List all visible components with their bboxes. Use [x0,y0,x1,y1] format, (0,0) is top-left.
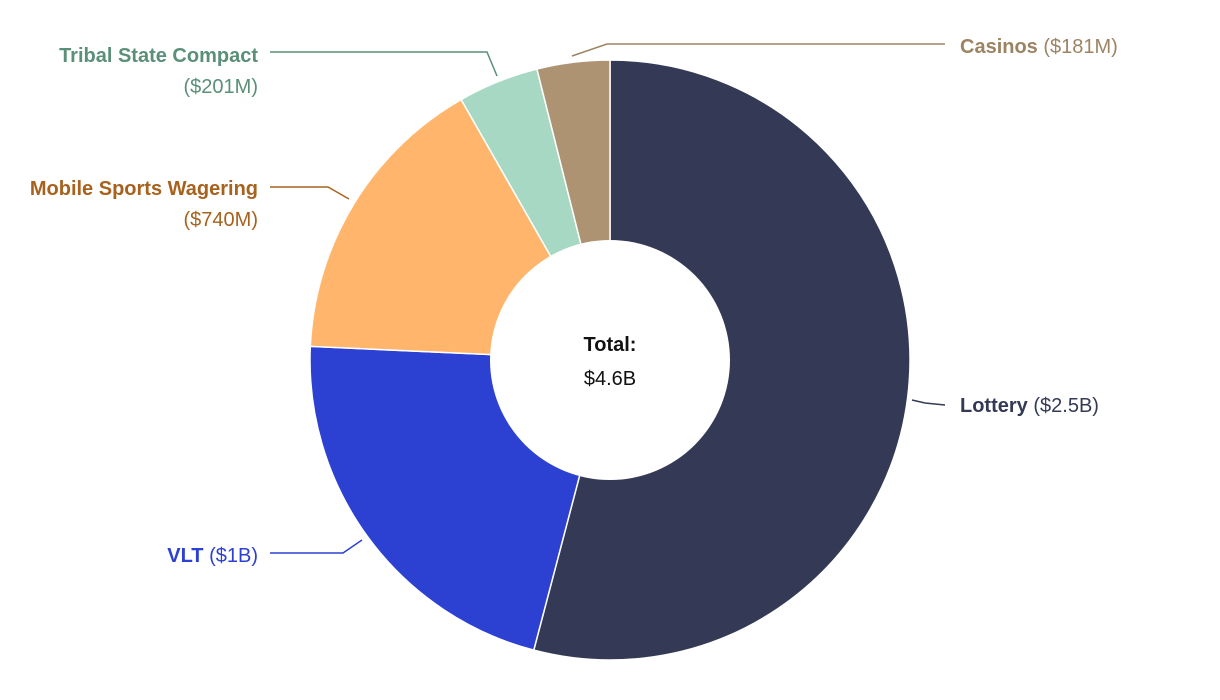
leader-line-tribal-state-compact [270,51,498,77]
leader-line-casinos [571,43,945,57]
center-value: $4.6B [584,368,636,390]
labels-group: Lottery ($2.5B) VLT ($1B) Mobile Sports Wa… [30,36,1118,567]
leader-line-mobile-sports-wagering [270,186,350,200]
label-vlt: VLT ($1B) [167,545,258,567]
label-casinos: Casinos ($181M) [960,36,1118,58]
label-name-tribal-state-compact: Tribal State Compact [59,45,258,67]
donut-hole [490,240,730,480]
center-title: Total: [584,334,637,356]
leader-line-vlt [270,539,363,554]
label-value-tribal-state-compact: ($201M) [184,76,258,98]
label-value-mobile-sports-wagering: ($740M) [184,209,258,231]
label-name-mobile-sports-wagering: Mobile Sports Wagering [30,178,258,200]
label-lottery: Lottery ($2.5B) [960,395,1099,417]
leader-line-lottery [911,399,946,406]
